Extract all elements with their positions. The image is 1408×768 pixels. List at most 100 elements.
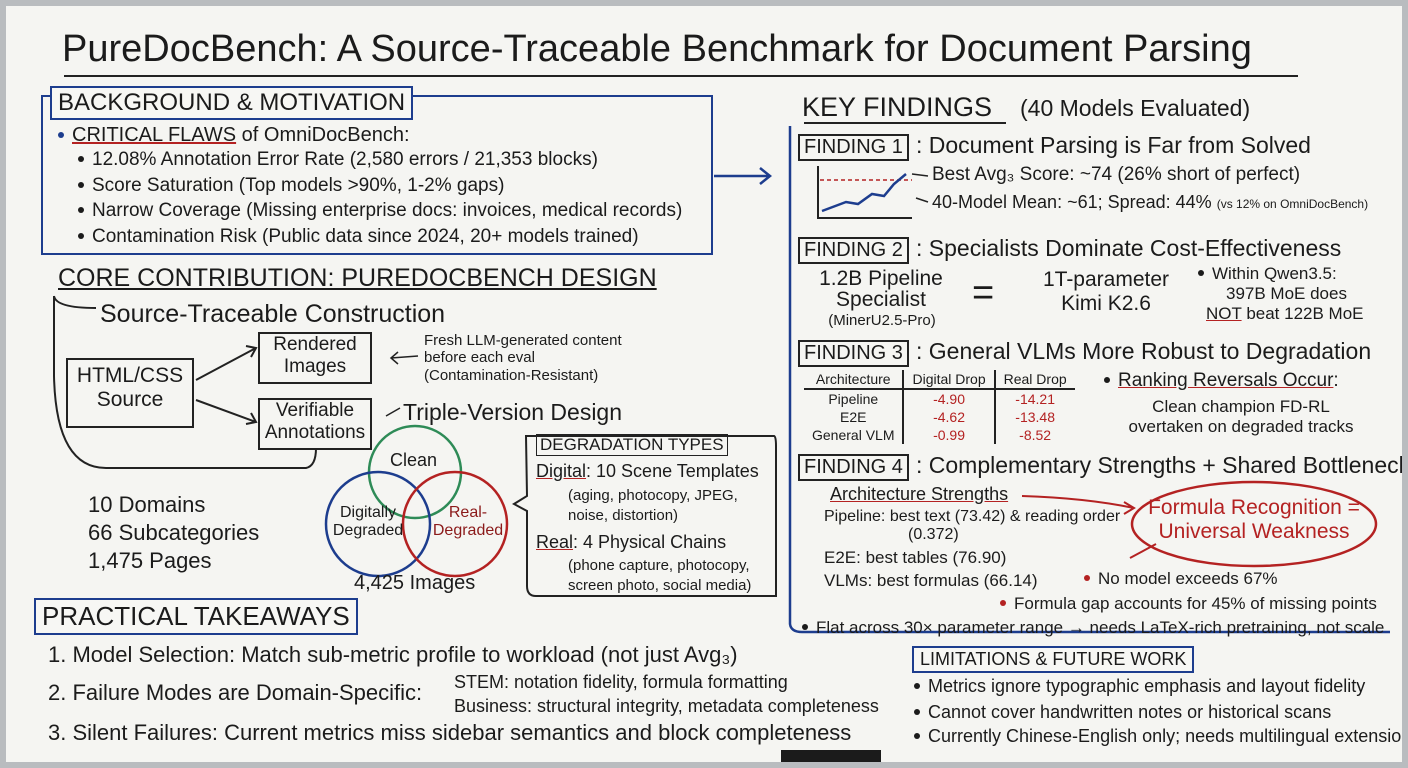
takeaway: 2. Failure Modes are Domain-Specific: — [48, 680, 423, 705]
finding-title: : Complementary Strengths + Shared Bottl… — [916, 452, 1408, 478]
stat: 10 Domains — [88, 492, 206, 517]
type-detail: (phone capture, photocopy, screen photo,… — [568, 557, 752, 595]
type-rest: : 4 Physical Chains — [573, 532, 727, 552]
callout-tail — [1129, 543, 1157, 559]
finding-title: : General VLMs More Robust to Degradatio… — [916, 338, 1372, 364]
cell: -4.90 — [902, 389, 995, 408]
bullet: Flat across 30× parameter range → needs … — [802, 618, 1384, 638]
mini-trend — [821, 173, 907, 213]
type-line: Digital: 10 Scene Templates — [536, 461, 759, 482]
section-subheading: (40 Models Evaluated) — [1020, 95, 1251, 121]
list-item: Contamination Risk (Public data since 20… — [78, 226, 639, 248]
takeaway: 1. Model Selection: Match sub-metric pro… — [48, 642, 738, 667]
note: Fresh LLM-generated content before each … — [424, 332, 622, 384]
note: Within Qwen3.5: — [1198, 264, 1337, 284]
cell: General VLM — [812, 427, 895, 443]
finding-note: Best Avg₃ Score: ~74 (26% short of perfe… — [932, 164, 1301, 185]
header-cell: Architecture — [804, 370, 904, 390]
type-line: Real: 4 Physical Chains — [536, 532, 726, 553]
subheading: Triple-Version Design — [403, 399, 623, 425]
venn-label: Clean — [390, 450, 438, 470]
bullet: No model exceeds 67% — [1084, 569, 1278, 589]
cell: -14.21 — [993, 389, 1075, 408]
comparison-sub: (MinerU2.5-Pro) — [828, 312, 936, 329]
type-label: Real — [536, 532, 574, 552]
degradation-box — [511, 435, 777, 597]
arrow — [714, 167, 773, 185]
callout-arrow — [1021, 495, 1136, 515]
header-cell: Digital Drop — [902, 370, 995, 390]
strength: VLMs: best formulas (66.14) — [824, 571, 1038, 590]
drop-table: Architecture Digital Drop Real Drop Pipeli… — [804, 370, 1075, 444]
note-rest: beat 122B MoE — [1246, 304, 1364, 323]
output-box: Verifiable Annotations — [258, 398, 372, 450]
comparison-right: 1T-parameter Kimi K2.6 — [1042, 268, 1170, 316]
cell: E2E — [840, 409, 867, 425]
box-heading: DEGRADATION TYPES — [536, 434, 728, 456]
strength: E2E: best tables (76.90) — [824, 548, 1007, 567]
table-row: General VLM -0.99 -8.52 — [804, 426, 1075, 444]
venn-real — [401, 470, 509, 578]
type-detail: (aging, photocopy, JPEG, noise, distorti… — [568, 487, 738, 525]
limitation: Currently Chinese-English only; needs mu… — [914, 726, 1402, 747]
limitation: Cannot cover handwritten notes or histor… — [914, 702, 1331, 723]
cell: Pipeline — [828, 391, 879, 407]
bullet: Formula gap accounts for 45% of missing … — [1000, 594, 1377, 614]
finding-label: FINDING 3 — [798, 340, 909, 367]
type-rest: : 10 Scene Templates — [586, 461, 759, 481]
list-item: Score Saturation (Top models >90%, 1-2% … — [78, 175, 504, 197]
section-heading: BACKGROUND & MOTIVATION — [50, 86, 414, 120]
takeaway: 3. Silent Failures: Current metrics miss… — [48, 720, 852, 745]
lead: CRITICAL FLAWS of OmniDocBench: — [58, 124, 410, 147]
callout: Formula Recognition = Universal Weakness — [1148, 496, 1360, 544]
mini-axes — [817, 166, 912, 219]
venn-digital — [324, 470, 432, 578]
finding-note: 40-Model Mean: ~61; Spread: 44% (vs 12% … — [932, 192, 1368, 213]
cell: -0.99 — [902, 426, 995, 444]
table-header: Architecture Digital Drop Real Drop — [804, 370, 1075, 390]
strengths-heading: Architecture Strengths — [830, 484, 1009, 504]
section-heading: CORE CONTRIBUTION: PUREDOCBENCH DESIGN — [58, 264, 657, 292]
cell: -4.62 — [902, 408, 995, 426]
limitation: Metrics ignore typographic emphasis and … — [914, 676, 1365, 697]
output-box: Rendered Images — [258, 332, 372, 384]
images-count: 4,425 Images — [354, 572, 476, 594]
equals: = — [972, 272, 995, 314]
source-box: HTML/CSS Source — [66, 358, 194, 428]
domain-note: STEM: notation fidelity, formula formatt… — [454, 672, 788, 692]
page-title: PureDocBench: A Source-Traceable Benchma… — [62, 28, 1252, 70]
list-item: Narrow Coverage (Missing enterprise docs… — [78, 200, 682, 222]
marker — [781, 750, 881, 762]
section-heading: LIMITATIONS & FUTURE WORK — [912, 646, 1195, 673]
note: NOT beat 122B MoE — [1206, 304, 1364, 324]
table-row: Pipeline -4.90 -14.21 — [804, 389, 1075, 408]
emphasis: NOT — [1206, 304, 1242, 323]
finding-label: FINDING 2 — [798, 237, 909, 264]
note: Ranking Reversals Occur: — [1104, 370, 1339, 392]
venn-label: Real-Degraded — [432, 504, 504, 540]
finding-title: : Specialists Dominate Cost-Effectivenes… — [916, 235, 1342, 261]
note-arrows — [911, 173, 929, 203]
note-colon: : — [1333, 370, 1339, 391]
loop-bracket — [53, 295, 317, 469]
table-row: E2E -4.62 -13.48 — [804, 408, 1075, 426]
finding-small-note: (vs 12% on OmniDocBench) — [1216, 197, 1369, 211]
comparison-left: 1.2B Pipeline Specialist — [819, 267, 943, 311]
finding-label: FINDING 1 — [798, 134, 909, 161]
list-item: 12.08% Annotation Error Rate (2,580 erro… — [78, 149, 598, 171]
stat: 1,475 Pages — [88, 548, 212, 573]
note-arrows — [385, 351, 419, 417]
venn-label: Digitally Degraded — [332, 504, 404, 540]
lead-label: CRITICAL FLAWS — [72, 124, 237, 146]
cell: -13.48 — [993, 408, 1075, 426]
strength: Pipeline: best text (73.42) & reading or… — [824, 508, 1121, 544]
finding-label: FINDING 4 — [798, 454, 909, 481]
subheading: Source-Traceable Construction — [100, 300, 446, 328]
header-cell: Real Drop — [993, 370, 1075, 390]
section-heading: PRACTICAL TAKEAWAYS — [34, 598, 358, 635]
section-heading: KEY FINDINGS — [802, 92, 993, 122]
lead-rest: of OmniDocBench: — [241, 124, 410, 146]
note-label: Ranking Reversals Occur — [1118, 370, 1334, 391]
note: Clean champion FD-RL overtaken on degrad… — [1128, 397, 1354, 436]
